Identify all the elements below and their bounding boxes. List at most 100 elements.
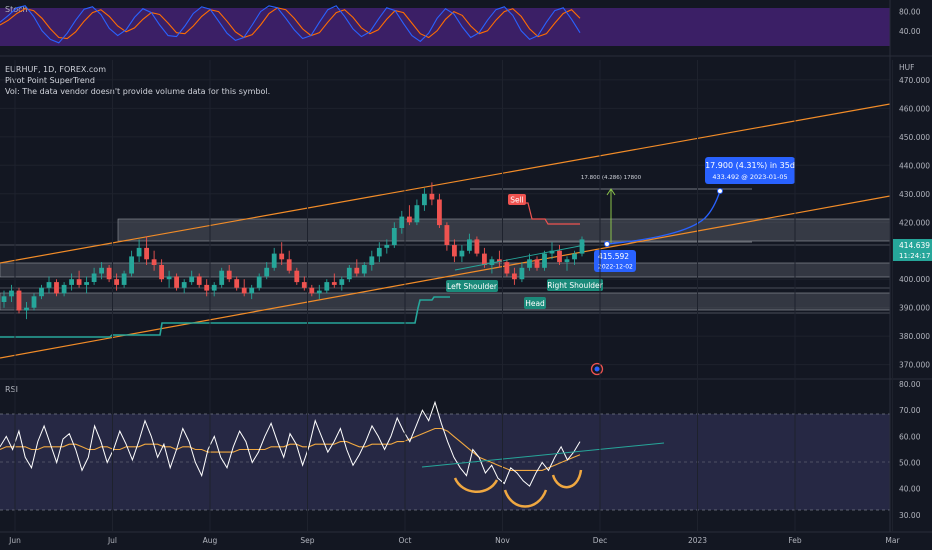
rsi-right-shoulder-arc: [551, 469, 583, 489]
candle-body: [437, 199, 442, 226]
candle-body: [121, 273, 127, 285]
indicator-line: Pivot Point SuperTrend: [5, 76, 95, 85]
candle-body: [16, 290, 22, 311]
time-tick-label: Jun: [8, 536, 21, 545]
candle-body: [151, 259, 157, 265]
alert-marker-icon[interactable]: [590, 362, 604, 376]
candle-body: [572, 253, 577, 260]
rsi-tick-label: 50.00: [899, 459, 921, 468]
candle-body: [76, 279, 82, 285]
candle-body: [211, 284, 217, 291]
sell-signal-line: [523, 202, 580, 225]
candle-body: [407, 216, 412, 223]
rsi-head-arc: [503, 489, 548, 508]
candle-body: [61, 284, 67, 294]
candle-body: [444, 225, 450, 245]
last-price-tag: [892, 239, 932, 261]
time-tick-label: Feb: [788, 536, 802, 545]
candle-body: [557, 250, 562, 263]
measure-box-line1: 17.900 (4.31%) in 35d: [705, 161, 795, 170]
candle-body: [136, 247, 142, 257]
candle-body: [452, 245, 457, 257]
candle-body: [324, 282, 330, 291]
rsi-tick-label: 30.00: [899, 511, 921, 520]
candle-body: [129, 256, 134, 274]
candle-body: [331, 282, 337, 285]
stoch-panel: Stoch 80.00 40.00: [0, 5, 921, 46]
time-tick-label: Oct: [399, 536, 412, 545]
candle-body: [482, 253, 487, 265]
candle-body: [564, 259, 570, 263]
rsi-tick-label: 40.00: [899, 485, 921, 494]
point-box-date: 2022-12-02: [598, 264, 633, 271]
time-tick-label: Dec: [593, 536, 608, 545]
candle-body: [309, 287, 315, 294]
candle-body: [286, 259, 292, 271]
neckline: [454, 244, 586, 271]
vol-line: Vol: The data vendor doesn't provide vol…: [5, 87, 270, 96]
candle-body: [542, 253, 547, 268]
time-tick-label: 2023: [688, 536, 707, 545]
candle-body: [196, 276, 202, 285]
projection-curve: [606, 190, 721, 245]
trend-channel-lower: [0, 195, 891, 359]
head-box: [524, 297, 546, 309]
rsi-tick-label: 70.00: [899, 406, 921, 415]
last-price-countdown: 11:24:17: [899, 252, 930, 260]
candle-body: [204, 284, 210, 291]
candle-body: [69, 279, 74, 285]
measure-small-label: 17.800 (4.286) 17800: [581, 175, 642, 181]
candle-body: [234, 279, 240, 288]
candle-body: [241, 287, 247, 294]
candle-body: [159, 265, 164, 280]
rsi-axis: 80.00 70.00 60.00 50.00 40.00 30.00: [899, 380, 921, 520]
candle-body: [361, 265, 367, 274]
candle-body: [166, 276, 172, 280]
sell-label: Sell: [510, 196, 524, 205]
price-tick-label: 380.000: [899, 332, 930, 341]
point-box: [594, 250, 636, 272]
right-shoulder-label: Right Shoulder: [547, 281, 603, 290]
candle-body: [549, 250, 555, 254]
candle-body: [39, 287, 44, 297]
rsi-lines: [0, 400, 581, 487]
candle-body: [369, 256, 375, 265]
candle-body: [189, 276, 195, 283]
price-axis: 470.000 460.000 450.000 440.000 430.000 420.0…: [899, 76, 930, 370]
candle-body: [384, 245, 390, 248]
candle-body: [339, 279, 345, 285]
rsi-tick-label: 60.00: [899, 432, 921, 441]
candle-body: [534, 259, 540, 268]
price-tick-label: 470.000: [899, 76, 930, 85]
candle-body: [181, 282, 187, 288]
measure-box: [705, 157, 795, 184]
stoch-tick-label: 80.00: [899, 8, 921, 17]
measure-arrow-head: [606, 188, 616, 196]
sell-label-box: [508, 194, 526, 205]
candle-body: [219, 270, 225, 285]
support-zone-lower: [0, 292, 891, 311]
candle-body: [264, 267, 270, 277]
right-shoulder-box: [547, 279, 603, 291]
candle-body: [174, 276, 179, 288]
price-tick-label: 370.000: [899, 361, 930, 370]
candle-body: [24, 307, 29, 311]
candle-body: [422, 193, 427, 206]
candle-body: [144, 247, 149, 260]
candle-body: [54, 282, 59, 294]
supertrend-line: [0, 296, 450, 338]
stoch-label: Stoch: [5, 5, 28, 14]
candle-body: [391, 228, 397, 246]
candle-body: [46, 282, 52, 288]
price-unit: HUF: [899, 63, 914, 72]
candle-body: [497, 259, 502, 263]
price-tick-label: 390.000: [899, 304, 930, 313]
resistance-zone-upper: [117, 218, 891, 242]
time-tick-label: Aug: [203, 536, 218, 545]
candle-body: [474, 239, 480, 254]
alert-marker-dot: [594, 366, 600, 372]
candle-body: [346, 267, 352, 280]
candle-body: [429, 193, 435, 200]
stoch-band: [0, 8, 890, 46]
